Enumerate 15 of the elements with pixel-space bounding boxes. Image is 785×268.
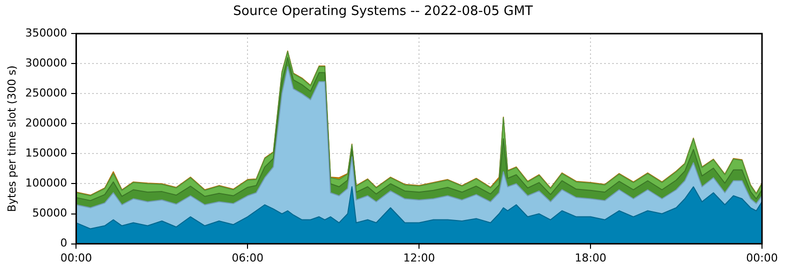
y-tick-label: 150000 <box>25 146 68 160</box>
y-axis-title: Bytes per time slot (300 s) <box>5 65 18 212</box>
x-tick-label: 00:00 <box>746 251 778 264</box>
x-tick-label: 00:00 <box>60 251 92 264</box>
y-tick-label: 350000 <box>25 26 68 40</box>
y-tick-label: 300000 <box>25 56 68 70</box>
y-tick-label: 50000 <box>32 206 68 220</box>
x-tick-label: 12:00 <box>403 251 435 264</box>
y-tick-label: 200000 <box>25 116 68 130</box>
y-tick-label: 100000 <box>25 176 68 190</box>
chart-title: Source Operating Systems -- 2022-08-05 GMT <box>233 4 533 20</box>
x-tick-label: 06:00 <box>232 251 264 264</box>
x-tick-label: 18:00 <box>574 251 606 264</box>
y-tick-label: 0 <box>60 236 68 250</box>
y-tick-label: 250000 <box>25 86 68 100</box>
